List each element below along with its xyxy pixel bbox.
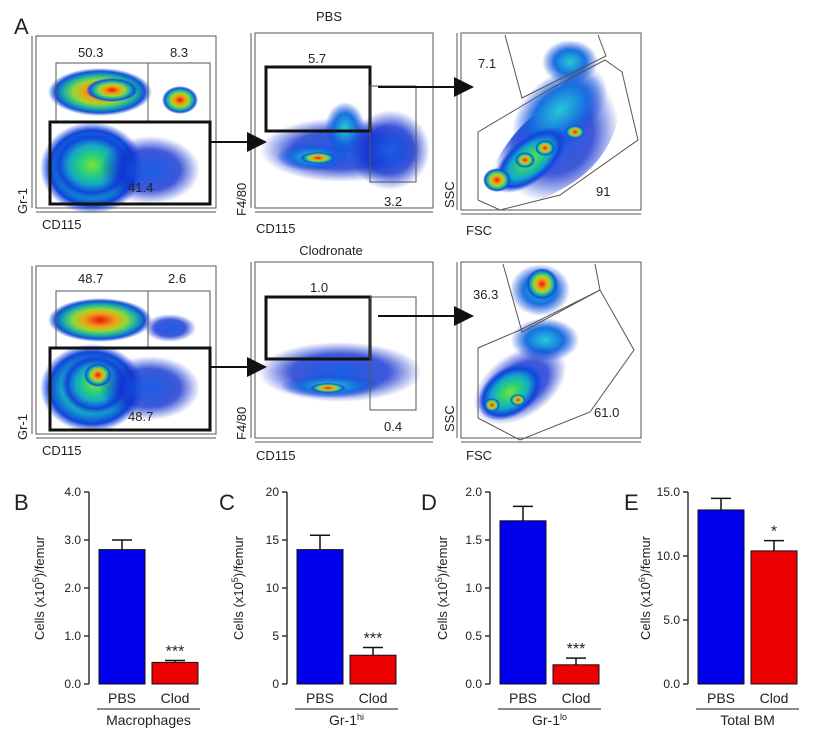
x-axis-label: FSC: [466, 223, 492, 238]
y-axis-label: Cells (x105)/femur: [31, 535, 47, 640]
gate-value: 50.3: [78, 45, 103, 60]
significance-marker: ***: [567, 641, 586, 658]
y-tick-label: 0: [272, 677, 279, 691]
gate-value: 48.7: [128, 409, 153, 424]
y-tick-label: 1.0: [64, 629, 81, 643]
bar-chart-d: D 0.0 0.5 1.0 1.5 2.0 Cells (x105)/femur PBS ***…: [421, 485, 601, 728]
y-tick-label: 15: [266, 533, 280, 547]
significance-marker: *: [771, 524, 777, 541]
x-category-label: Clod: [161, 690, 190, 706]
row-title-clodronate: Clodronate: [299, 243, 363, 258]
group-label: Gr-1hi: [329, 712, 364, 728]
gate-value: 1.0: [310, 280, 328, 295]
y-tick-label: 2.0: [64, 581, 81, 595]
group-label: Macrophages: [106, 712, 191, 728]
bar-clod: [349, 654, 397, 685]
y-axis-label: Gr-1: [15, 188, 30, 214]
x-axis-label: CD115: [256, 221, 296, 236]
bar-clod: [151, 661, 199, 685]
bar-chart-c: C 0 5 10 15 20 Cells (x105)/femur PBS *** Clod Gr-…: [219, 485, 398, 728]
y-tick-label: 1.0: [465, 581, 482, 595]
flow-plot-pbs-f480-cd115: 5.7 3.2 CD115 F4/80: [234, 32, 434, 236]
x-category-label: PBS: [509, 690, 537, 706]
x-axis-label: CD115: [42, 217, 82, 232]
group-label: Gr-1lo: [532, 712, 567, 728]
gate-value: 91: [596, 184, 610, 199]
y-axis-label: Cells (x106)/femur: [637, 535, 653, 640]
significance-marker: ***: [364, 631, 383, 648]
y-tick-label: 10.0: [657, 549, 681, 563]
flow-plot-pbs-gr1-cd115: 50.3 8.3 41.4 CD115 Gr-1: [15, 35, 217, 232]
panel-letter-a: A: [14, 14, 29, 39]
y-tick-label: 4.0: [64, 485, 81, 499]
bar-pbs: [98, 549, 146, 685]
y-axis-label: Cells (x105)/femur: [230, 535, 246, 640]
row-title-pbs: PBS: [316, 9, 342, 24]
x-category-label: Clod: [760, 690, 789, 706]
x-axis-label: FSC: [466, 448, 492, 463]
y-tick-label: 1.5: [465, 533, 482, 547]
gate-value: 41.4: [128, 180, 153, 195]
gate-value: 61.0: [594, 405, 619, 420]
panel-letter-e: E: [624, 490, 639, 515]
y-tick-label: 20: [266, 485, 280, 499]
flow-plot-clod-f480-cd115: 1.0 0.4 CD115 F4/80: [234, 261, 434, 463]
y-axis-label: F4/80: [234, 407, 249, 440]
bar-pbs: [296, 549, 344, 685]
bar-pbs: [499, 520, 547, 685]
x-category-label: Clod: [359, 690, 388, 706]
x-category-label: PBS: [108, 690, 136, 706]
gate-value: 5.7: [308, 51, 326, 66]
significance-marker: ***: [166, 643, 185, 660]
gate-value: 8.3: [170, 45, 188, 60]
flow-plot-pbs-ssc-fsc: 7.1 91 FSC SSC: [442, 32, 642, 238]
y-axis-label: Gr-1: [15, 414, 30, 440]
x-category-label: Clod: [562, 690, 591, 706]
x-axis-label: CD115: [42, 443, 82, 458]
x-axis-label: CD115: [256, 448, 296, 463]
panel-letter-c: C: [219, 490, 235, 515]
y-tick-label: 15.0: [657, 485, 681, 499]
gate-value: 3.2: [384, 194, 402, 209]
bar-chart-b: B 0.0 1.0 2.0 3.0 4.0 Cells (x105)/femur PBS ***…: [14, 485, 200, 728]
gate-value: 2.6: [168, 271, 186, 286]
y-tick-label: 2.0: [465, 485, 482, 499]
y-axis-label: SSC: [442, 405, 457, 432]
gate-value: 36.3: [473, 287, 498, 302]
x-category-label: PBS: [707, 690, 735, 706]
bar-clod: [552, 664, 600, 685]
y-axis-label: Cells (x105)/femur: [434, 535, 450, 640]
gate-value: 7.1: [478, 56, 496, 71]
y-tick-label: 3.0: [64, 533, 81, 547]
gate-value: 48.7: [78, 271, 103, 286]
y-axis-label: SSC: [442, 181, 457, 208]
y-tick-label: 10: [266, 581, 280, 595]
x-category-label: PBS: [306, 690, 334, 706]
gating-arrows: [210, 77, 474, 377]
y-tick-label: 0.0: [64, 677, 81, 691]
panel-letter-d: D: [421, 490, 437, 515]
y-axis-label: F4/80: [234, 183, 249, 216]
y-tick-label: 0.0: [663, 677, 680, 691]
gate-value: 0.4: [384, 419, 402, 434]
y-tick-label: 5.0: [663, 613, 680, 627]
flow-plot-clod-ssc-fsc: 36.3 61.0 FSC SSC: [442, 261, 642, 463]
bar-pbs: [697, 509, 745, 685]
y-tick-label: 0.5: [465, 629, 482, 643]
y-tick-label: 0.0: [465, 677, 482, 691]
group-label: Total BM: [720, 712, 774, 728]
flow-plot-clod-gr1-cd115: 48.7 2.6 48.7 CD115 Gr-1: [15, 265, 217, 458]
bar-chart-e: E 0.0 5.0 10.0 15.0 Cells (x106)/femur PBS * Clo…: [624, 485, 799, 728]
panel-letter-b: B: [14, 490, 29, 515]
bar-clod: [750, 550, 798, 685]
y-tick-label: 5: [272, 629, 279, 643]
